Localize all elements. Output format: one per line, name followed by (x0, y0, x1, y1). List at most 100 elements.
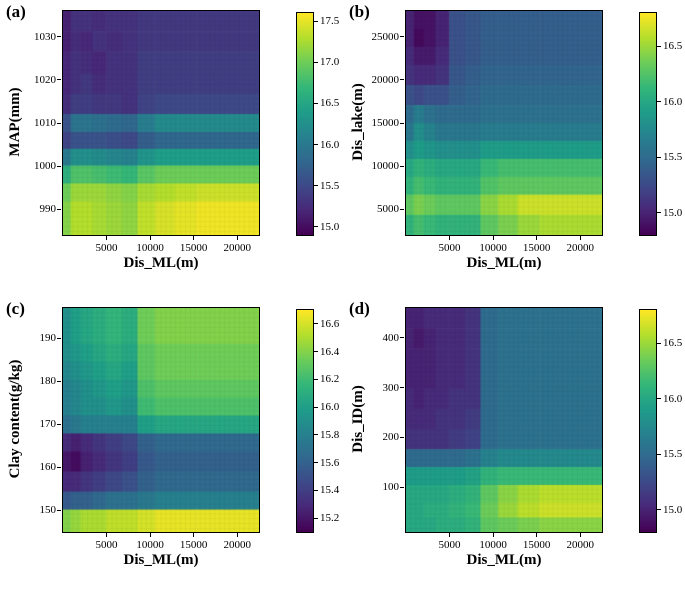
colorbar-canvas-a (296, 12, 314, 236)
colorbar-tick-mark (314, 462, 318, 464)
colorbar-tick-label: 15.0 (663, 503, 683, 516)
x-tick-label: 15000 (522, 539, 551, 551)
x-tick-label: 20000 (566, 242, 594, 254)
colorbar-tick-mark (314, 102, 318, 104)
x-tick-mark (193, 236, 195, 240)
colorbar-tick-label: 16.0 (320, 138, 340, 151)
y-tick-mark (57, 423, 61, 425)
x-tick-mark (106, 236, 108, 240)
x-tick-mark (492, 533, 494, 537)
y-tick-mark (57, 122, 61, 124)
colorbar-tick-label: 16.5 (663, 337, 683, 350)
colorbar-tick-mark (657, 342, 661, 344)
x-tick-mark (106, 533, 108, 537)
x-tick-label: 10000 (479, 539, 507, 551)
x-tick-label: 10000 (136, 539, 164, 551)
y-axis-label-c: Clay content(g/kg) (7, 359, 23, 479)
y-tick-mark (400, 165, 404, 167)
x-tick-mark (536, 533, 538, 537)
x-tick-mark (149, 533, 151, 537)
y-tick-mark (57, 36, 61, 38)
colorbar-tick-mark (314, 517, 318, 519)
x-tick-label: 10000 (479, 242, 507, 254)
x-tick-label: 5000 (95, 242, 118, 254)
y-tick-mark (400, 36, 404, 38)
colorbar-tick-label: 15.5 (320, 179, 340, 192)
x-tick-label: 10000 (136, 242, 164, 254)
colorbar-canvas-c (296, 309, 314, 533)
colorbar-tick-label: 15.5 (663, 448, 683, 461)
colorbar-tick-label: 15.8 (320, 428, 340, 441)
x-tick-label: 5000 (438, 539, 461, 551)
y-tick-mark (57, 79, 61, 81)
y-axis-label-a: MAP(mm) (7, 87, 23, 157)
y-tick-mark (57, 208, 61, 210)
x-tick-label: 15000 (522, 242, 551, 254)
panel-b: (b) Dis_lake(m) Dis_ML(m) 5000 10000 15000… (343, 0, 685, 297)
x-tick-mark (149, 236, 151, 240)
colorbar-tick-mark (657, 509, 661, 511)
colorbar-tick-mark (314, 406, 318, 408)
colorbar-tick-mark (314, 61, 318, 63)
panel-label-b: (b) (349, 2, 370, 21)
x-tick-label: 20000 (566, 539, 594, 551)
y-tick-mark (57, 165, 61, 167)
heatmap-canvas-c (62, 307, 260, 533)
colorbar-tick-mark (657, 212, 661, 214)
y-tick-mark (57, 337, 61, 339)
colorbar-tick-label: 16.5 (663, 40, 683, 53)
y-tick-mark (400, 122, 404, 124)
x-tick-mark (579, 236, 581, 240)
x-tick-mark (492, 236, 494, 240)
x-tick-label: 20000 (223, 539, 251, 551)
colorbar-tick-mark (314, 434, 318, 436)
colorbar-tick-label: 16.6 (320, 317, 340, 330)
panel-c: (c) Clay content(g/kg) Dis_ML(m) 5000 100… (0, 297, 342, 594)
colorbar-tick-label: 15.6 (320, 456, 340, 469)
x-tick-mark (579, 533, 581, 537)
colorbar-tick-label: 15.4 (320, 484, 340, 497)
x-tick-label: 5000 (438, 242, 461, 254)
y-tick-mark (400, 79, 404, 81)
x-tick-mark (236, 533, 238, 537)
colorbar-tick-label: 15.0 (320, 220, 340, 233)
y-tick-mark (400, 387, 404, 389)
x-tick-mark (236, 236, 238, 240)
panel-label-a: (a) (6, 2, 26, 21)
colorbar-tick-mark (314, 489, 318, 491)
x-tick-label: 5000 (95, 539, 118, 551)
colorbar-tick-label: 17.0 (320, 56, 340, 69)
colorbar-tick-label: 15.0 (663, 206, 683, 219)
x-axis-label-b: Dis_ML(m) (466, 255, 542, 271)
x-tick-label: 15000 (179, 539, 208, 551)
y-axis-label-b: Dis_lake(m) (350, 83, 366, 161)
colorbar-tick-label: 16.5 (320, 97, 340, 110)
colorbar-tick-label: 15.5 (663, 151, 683, 164)
x-tick-mark (536, 236, 538, 240)
panel-a: (a) MAP(mm) Dis_ML(m) 5000 10000 15000 2000… (0, 0, 342, 297)
x-tick-label: 15000 (179, 242, 208, 254)
y-tick-mark (57, 380, 61, 382)
y-tick-mark (400, 337, 404, 339)
y-axis-label-d: Dis_ID(m) (350, 385, 366, 453)
y-tick-mark (400, 436, 404, 438)
panel-label-c: (c) (6, 299, 25, 318)
colorbar-tick-label: 16.4 (320, 345, 340, 358)
heatmap-canvas-d (405, 307, 603, 533)
colorbar-tick-mark (657, 45, 661, 47)
colorbar-tick-mark (657, 101, 661, 103)
colorbar-tick-label: 16.0 (663, 95, 683, 108)
colorbar-tick-label: 16.0 (663, 392, 683, 405)
x-tick-label: 20000 (223, 242, 251, 254)
colorbar-tick-label: 15.2 (320, 512, 340, 525)
colorbar-tick-mark (314, 378, 318, 380)
x-tick-mark (193, 533, 195, 537)
colorbar-tick-mark (657, 453, 661, 455)
heatmap-canvas-a (62, 10, 260, 236)
colorbar-tick-mark (657, 398, 661, 400)
x-tick-mark (449, 533, 451, 537)
x-axis-label-c: Dis_ML(m) (123, 552, 199, 568)
heatmap-canvas-b (405, 10, 603, 236)
x-axis-label-d: Dis_ML(m) (466, 552, 542, 568)
